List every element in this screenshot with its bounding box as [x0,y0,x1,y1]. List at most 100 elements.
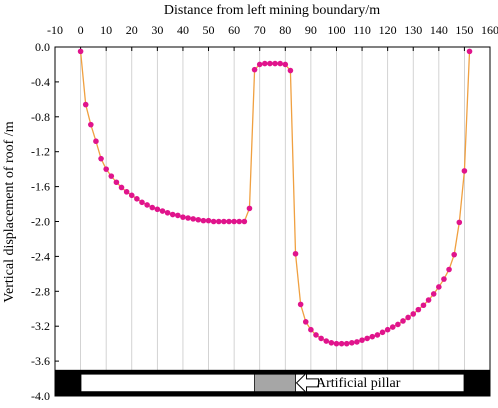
data-point-marker [302,319,309,325]
data-point-marker [436,284,442,290]
y-tick-label: -2.8 [31,284,50,298]
data-point-marker [108,173,115,179]
data-point-marker [277,60,283,67]
data-point-marker [210,218,217,225]
y-tick-label: -2.4 [31,249,50,263]
data-point-marker [144,202,150,208]
data-point-marker [226,218,232,225]
x-tick-label: 90 [305,23,317,37]
data-point-marker [128,192,135,199]
artificial-pillar-block [254,373,296,393]
x-tick-label: 60 [228,23,240,37]
data-point-marker [359,337,365,343]
data-point-marker [405,314,411,321]
y-tick-label: 0.0 [35,40,50,54]
data-point-marker [313,332,319,338]
data-point-marker [139,199,145,206]
data-point-marker [164,209,171,216]
data-point-marker [297,301,304,308]
y-tick-label: -3.6 [31,354,50,368]
data-point-marker [134,196,140,202]
data-point-marker [190,216,196,222]
data-point-marker [461,168,468,174]
x-tick-label: 140 [430,23,448,37]
data-point-marker [287,67,294,74]
data-point-marker [354,339,360,345]
data-point-marker [267,60,273,67]
x-tick-label: 120 [379,23,397,37]
data-point-marker [93,138,99,145]
data-point-marker [175,212,181,219]
x-tick-label: 50 [203,23,215,37]
y-tick-label: -0.8 [31,110,50,124]
data-point-marker [113,179,120,186]
data-point-marker [323,338,330,344]
y-axis-title: Vertical displacement of roof /m [2,121,17,302]
y-tick-label: -4.0 [31,389,50,403]
data-point-marker [246,205,253,212]
data-point-marker [318,335,324,342]
x-tick-label: 30 [151,23,163,37]
data-point-marker [221,218,227,225]
data-point-marker [180,214,186,220]
data-point-marker [456,219,463,226]
data-point-marker [205,217,212,224]
x-tick-label: 160 [481,23,498,37]
data-point-marker [185,215,191,221]
data-point-marker [98,155,104,162]
x-tick-label: 20 [126,23,138,37]
data-point-marker [425,297,432,303]
data-point-marker [262,60,268,67]
data-point-marker [384,326,391,333]
data-point-marker [369,333,376,340]
data-point-marker [251,66,258,73]
data-point-marker [215,218,222,225]
data-point-marker [169,211,176,218]
x-tick-label: -10 [47,23,63,37]
data-point-marker [343,340,350,347]
data-point-marker [123,189,130,195]
data-point-marker [159,208,166,214]
x-axis-title: Distance from left mining boundary/m [164,3,380,18]
y-tick-label: -2.0 [31,215,50,229]
data-point-marker [395,321,401,328]
data-point-marker [272,60,278,67]
data-point-marker [282,61,289,68]
x-tick-label: 150 [455,23,473,37]
data-point-marker [149,204,156,211]
y-tick-label: -3.2 [31,319,50,333]
data-point-marker [379,329,386,336]
x-tick-label: 40 [177,23,189,37]
data-point-marker [154,206,161,213]
x-tick-label: 130 [404,23,422,37]
y-tick-label: -1.2 [31,145,50,159]
x-tick-label: 110 [353,23,371,37]
data-point-marker [200,217,207,224]
data-point-marker [236,218,243,225]
artificial-pillar-label: Artificial pillar [316,376,401,391]
data-point-marker [389,324,396,330]
plot-frame [54,46,491,397]
data-point-marker [231,218,237,225]
x-tick-label: 70 [254,23,266,37]
data-point-marker [415,306,422,313]
x-tick-label: 80 [279,23,291,37]
pillar-arrow-icon [295,371,320,395]
data-point-marker [466,48,473,55]
data-point-marker [400,318,406,324]
data-point-marker [430,291,437,297]
data-point-marker [420,302,427,309]
data-point-marker [195,216,202,223]
x-tick-label: 0 [78,23,84,37]
data-point-marker [441,276,447,282]
x-tick-label: 10 [100,23,112,37]
data-point-marker [292,250,299,257]
data-point-marker [446,266,452,273]
x-tick-label: 100 [327,23,345,37]
data-point-marker [328,339,335,346]
data-point-marker [118,184,125,191]
data-point-marker [333,340,340,347]
plot-background-layer [55,47,490,396]
data-point-marker [451,251,457,258]
